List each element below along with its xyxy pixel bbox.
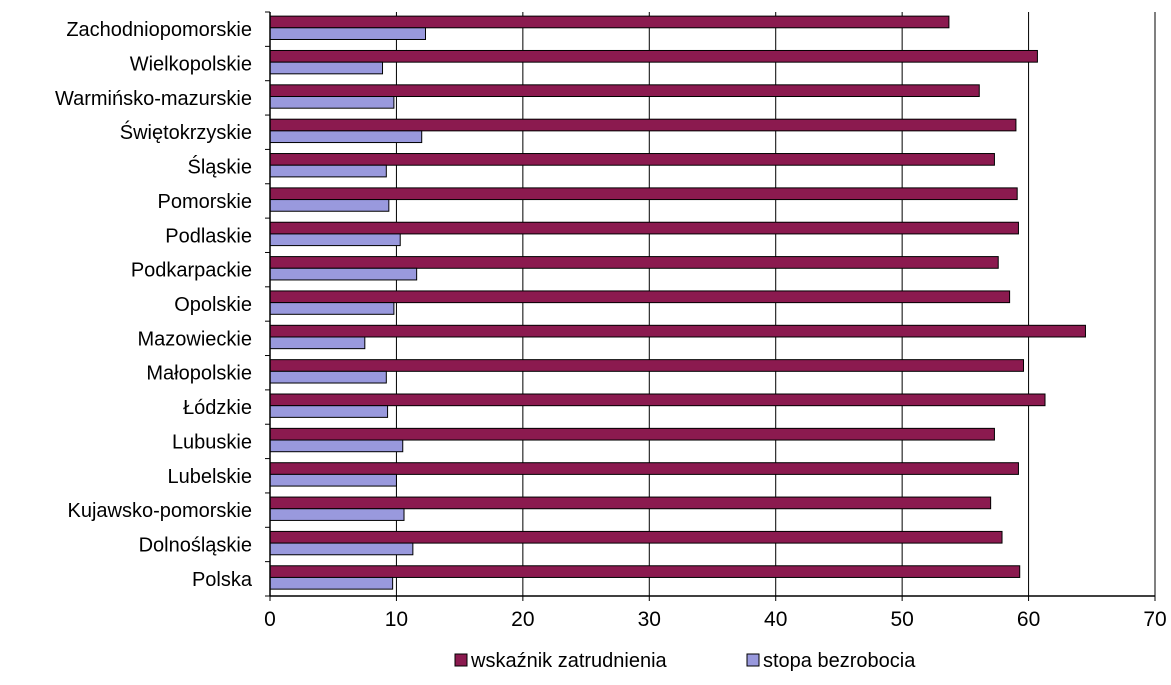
bar-stopa-bezrobocia bbox=[269, 473, 397, 487]
bar-wskaznik-zatrudnienia bbox=[269, 256, 999, 269]
x-tick-label: 20 bbox=[511, 608, 534, 631]
category-label: Pomorskie bbox=[158, 191, 252, 213]
bar-stopa-bezrobocia bbox=[269, 130, 423, 144]
x-tick-label: 50 bbox=[890, 608, 913, 631]
bars bbox=[269, 15, 1086, 590]
bar-wskaznik-zatrudnienia bbox=[269, 15, 950, 29]
bar-stopa-bezrobocia bbox=[269, 61, 384, 75]
bar-wskaznik-zatrudnienia bbox=[269, 221, 1019, 235]
bar-stopa-bezrobocia bbox=[269, 96, 395, 109]
x-tick-label: 0 bbox=[264, 608, 276, 631]
bar-stopa-bezrobocia bbox=[269, 370, 387, 384]
bar-wskaznik-zatrudnienia bbox=[269, 462, 1019, 475]
category-label: Polska bbox=[192, 569, 253, 591]
x-tick-labels: 0 10 20 30 40 50 60 70 bbox=[264, 608, 1167, 631]
bar-wskaznik-zatrudnienia bbox=[269, 49, 1038, 63]
bar-wskaznik-zatrudnienia bbox=[269, 359, 1025, 372]
bar-stopa-bezrobocia bbox=[269, 233, 401, 247]
bar-wskaznik-zatrudnienia bbox=[269, 530, 1003, 544]
bar-stopa-bezrobocia bbox=[269, 199, 390, 212]
axes bbox=[265, 11, 1156, 601]
bar-stopa-bezrobocia bbox=[269, 439, 404, 453]
category-label: Lubelskie bbox=[167, 466, 252, 488]
category-label: Łódzkie bbox=[183, 397, 252, 419]
category-label: Lubuskie bbox=[172, 431, 252, 453]
bar-stopa-bezrobocia bbox=[269, 508, 405, 521]
bar-stopa-bezrobocia bbox=[269, 576, 394, 590]
legend-label: stopa bezrobocia bbox=[763, 650, 916, 672]
bar-wskaznik-zatrudnienia bbox=[269, 393, 1046, 407]
bar-wskaznik-zatrudnienia bbox=[269, 84, 980, 98]
x-tick-label: 70 bbox=[1143, 608, 1166, 631]
category-label: Dolnośląskie bbox=[139, 534, 252, 556]
category-label: Wielkopolskie bbox=[130, 54, 252, 76]
bar-wskaznik-zatrudnienia bbox=[269, 324, 1086, 338]
bar-stopa-bezrobocia bbox=[269, 267, 418, 281]
x-tick-label: 60 bbox=[1017, 608, 1040, 631]
category-label: Opolskie bbox=[174, 294, 252, 316]
category-label: Podkarpackie bbox=[131, 260, 252, 282]
gridlines bbox=[395, 12, 1156, 596]
x-tick-label: 40 bbox=[764, 608, 787, 631]
x-tick-label: 30 bbox=[638, 608, 661, 631]
bar-wskaznik-zatrudnienia bbox=[269, 427, 995, 441]
bar-stopa-bezrobocia bbox=[269, 27, 427, 40]
category-label: Zachodniopomorskie bbox=[66, 19, 252, 41]
bar-stopa-bezrobocia bbox=[269, 336, 366, 350]
bar-stopa-bezrobocia bbox=[269, 405, 389, 418]
category-label: Warmińsko-mazurskie bbox=[55, 88, 252, 110]
category-label: Śląskie bbox=[188, 155, 252, 179]
category-label: Mazowieckie bbox=[138, 328, 252, 350]
bar-wskaznik-zatrudnienia bbox=[269, 496, 992, 510]
bar-wskaznik-zatrudnienia bbox=[269, 290, 1011, 304]
category-label: Kujawsko-pomorskie bbox=[67, 500, 252, 522]
bar-stopa-bezrobocia bbox=[269, 164, 387, 178]
category-label: Świętokrzyskie bbox=[120, 120, 252, 144]
bar-wskaznik-zatrudnienia bbox=[269, 118, 1017, 132]
category-label: Podlaskie bbox=[165, 225, 252, 247]
legend-swatch bbox=[454, 653, 468, 667]
x-tick-label: 10 bbox=[385, 608, 408, 631]
bar-stopa-bezrobocia bbox=[269, 542, 414, 556]
category-labels: Zachodniopomorskie Wielkopolskie Warmińsko… bbox=[55, 19, 253, 591]
legend-label: wskaźnik zatrudnienia bbox=[470, 650, 668, 672]
legend-item: wskaźnik zatrudnienia bbox=[454, 650, 668, 672]
bar-wskaznik-zatrudnienia bbox=[269, 153, 995, 166]
bar-stopa-bezrobocia bbox=[269, 302, 395, 315]
bar-wskaznik-zatrudnienia bbox=[269, 565, 1021, 578]
legend: wskaźnik zatrudnienia stopa bezrobocia bbox=[454, 650, 916, 672]
legend-swatch bbox=[746, 653, 760, 667]
category-label: Małopolskie bbox=[146, 363, 252, 385]
bar-wskaznik-zatrudnienia bbox=[269, 187, 1018, 201]
legend-item: stopa bezrobocia bbox=[746, 650, 916, 672]
